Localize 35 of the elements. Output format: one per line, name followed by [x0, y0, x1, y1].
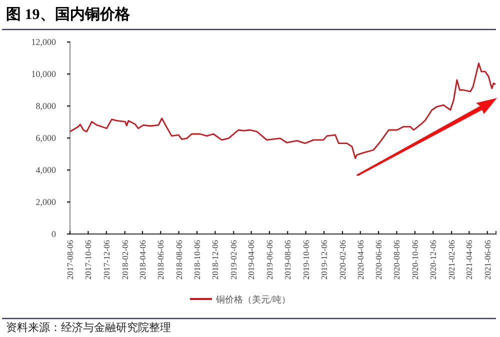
x-tick-label: 2020-08-06 — [392, 240, 402, 280]
text: 资料来源：经济与金融研究院整理 — [6, 321, 171, 334]
x-tick-label: 2020-10-06 — [410, 240, 420, 280]
x-tick-label: 2021-04-06 — [464, 240, 474, 280]
x-tick-label: 2019-10-06 — [300, 240, 311, 280]
legend-label: 铜价格（美元/吨） — [215, 294, 291, 304]
x-tick-label: 2020-02-06 — [337, 240, 348, 280]
y-tick-label: 6,000 — [36, 132, 56, 143]
x-tick-label: 2018-04-06 — [137, 240, 148, 280]
y-tick-label: 2,000 — [36, 196, 56, 207]
x-tick-label: 2019-02-06 — [228, 240, 239, 280]
x-tick-label: 2020-04-06 — [355, 240, 366, 280]
x-tick-label: 2017-10-06 — [83, 240, 94, 280]
y-tick-label: 10,000 — [31, 68, 56, 79]
x-tick-label: 2021-06-06 — [482, 240, 492, 280]
x-tick-label: 2019-08-06 — [282, 240, 293, 280]
x-tick-label: 2021-02-06 — [446, 240, 457, 280]
x-tick-label: 2017-08-06 — [64, 240, 75, 280]
x-tick-label: 2018-08-06 — [174, 240, 184, 280]
x-tick-label: 2019-06-06 — [264, 240, 274, 280]
x-tick-label: 2018-12-06 — [210, 240, 220, 280]
y-tick-label: 4,000 — [36, 164, 56, 175]
x-tick-label: 2020-12-06 — [428, 240, 438, 280]
x-tick-label: 2019-04-06 — [246, 240, 256, 280]
x-tick-label: 2018-10-06 — [192, 240, 202, 280]
y-tick-label: 12,000 — [31, 36, 56, 47]
line-series — [69, 62, 496, 160]
x-tick-label: 2017-12-06 — [101, 240, 112, 280]
x-tick-label: 2020-06-06 — [374, 240, 384, 280]
x-tick-label: 2019-12-06 — [318, 240, 329, 280]
chart-title: 图 19、国内铜价格 — [6, 6, 131, 23]
y-tick-label: 8,000 — [36, 100, 56, 111]
y-tick-label: 0 — [52, 228, 56, 239]
x-tick-label: 2018-02-06 — [120, 240, 130, 280]
x-tick-label: 2018-06-06 — [156, 240, 166, 280]
